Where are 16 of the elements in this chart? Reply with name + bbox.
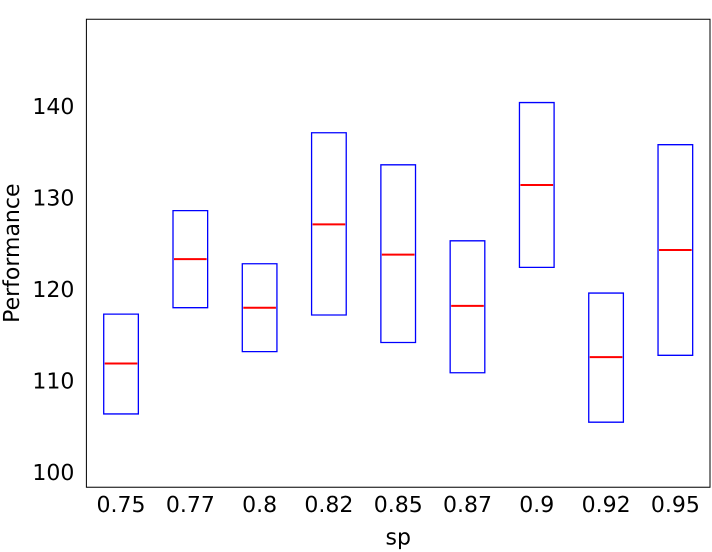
x-tick-label: 0.82 (304, 493, 354, 518)
x-tick-label: 0.87 (442, 493, 492, 518)
x-tick-label: 0.92 (582, 493, 631, 518)
x-axis-title: sp (385, 526, 411, 551)
x-tick-label: 0.8 (242, 493, 278, 518)
x-tick-label: 0.85 (374, 493, 423, 518)
x-tick-label: 0.95 (650, 493, 700, 518)
x-tick-label: 0.77 (166, 493, 215, 518)
x-tick-label: 0.75 (96, 493, 146, 518)
y-axis-title: Performance (0, 183, 25, 323)
y-tick-label: 100 (32, 461, 74, 486)
y-tick-label: 110 (32, 370, 74, 395)
y-tick-label: 120 (32, 278, 74, 303)
x-tick-label: 0.9 (519, 493, 554, 518)
y-tick-label: 140 (32, 94, 74, 120)
y-tick-label: 130 (32, 186, 74, 212)
